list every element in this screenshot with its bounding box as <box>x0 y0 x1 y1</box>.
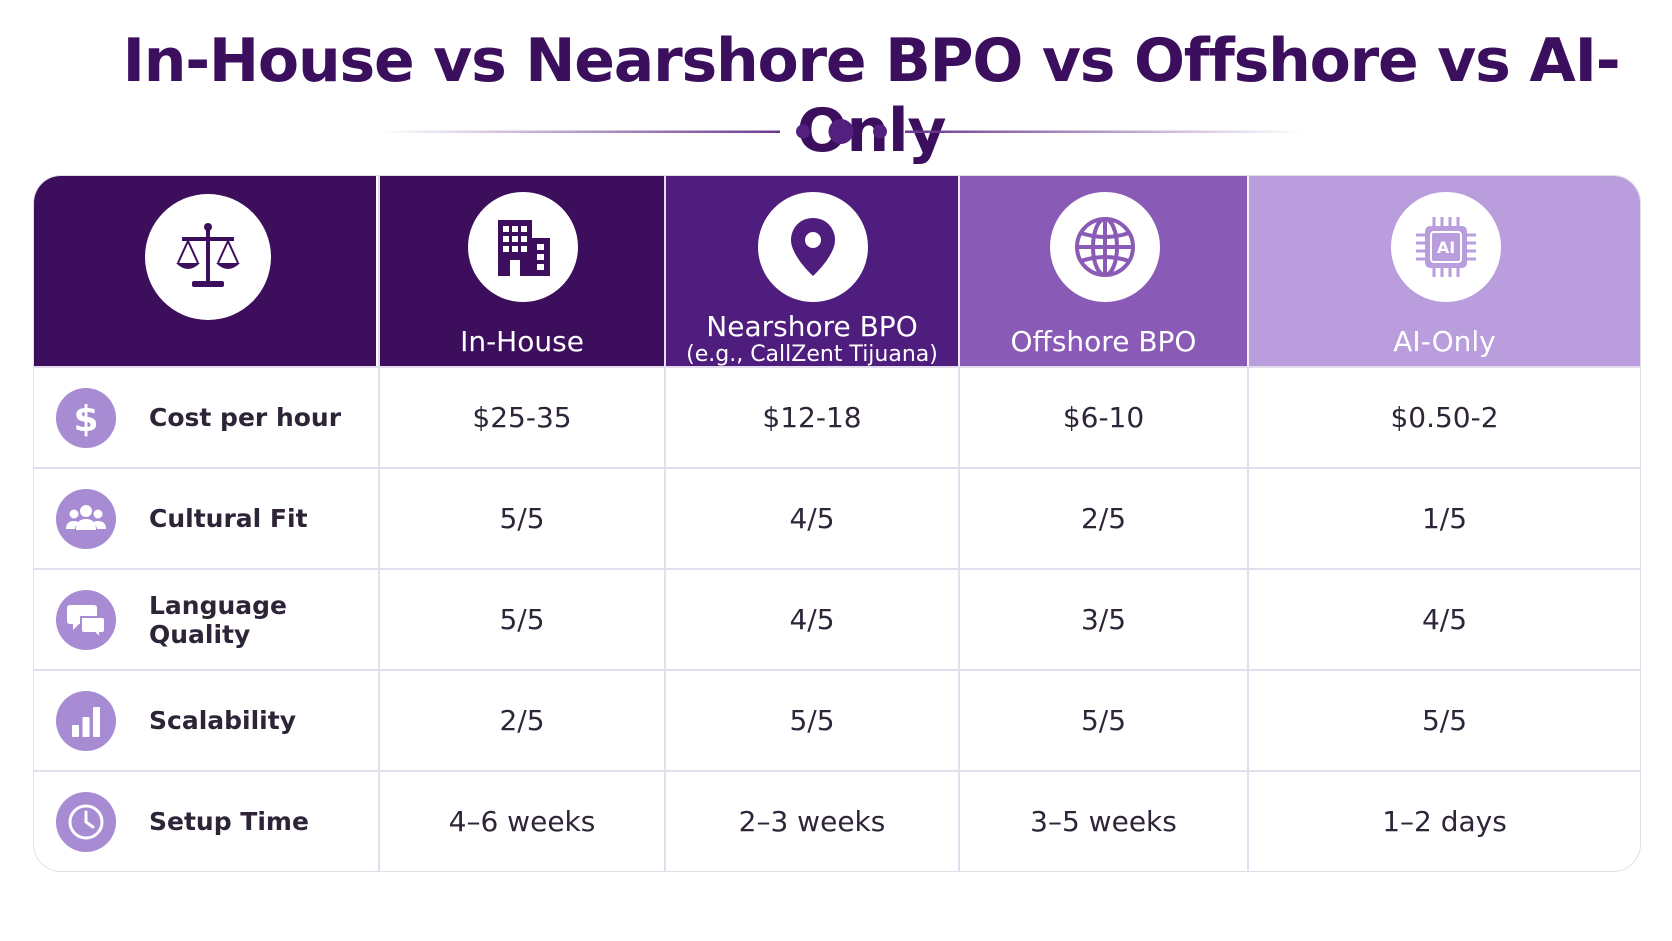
table-cell-value: 5/5 <box>378 469 664 568</box>
table-cell-value: 1–2 days <box>1247 772 1640 871</box>
bar-chart-icon <box>56 690 116 751</box>
svg-text:AI: AI <box>1436 238 1454 257</box>
scales-icon <box>145 194 271 320</box>
table-cell-value: 4/5 <box>664 570 958 669</box>
row-label-cell: Setup Time <box>34 772 378 871</box>
table-cell-value: 5/5 <box>958 671 1247 770</box>
table-cell-value: 3–5 weeks <box>958 772 1247 871</box>
column-header-offshore-bpo: Offshore BPO <box>958 176 1247 366</box>
table-cell-value: 4–6 weeks <box>378 772 664 871</box>
table-cell-value: 5/5 <box>378 570 664 669</box>
table-cell-value: 5/5 <box>1247 671 1640 770</box>
table-cell-value: 2–3 weeks <box>664 772 958 871</box>
row-label-cell: Scalability <box>34 671 378 770</box>
table-row: Setup Time 4–6 weeks 2–3 weeks 3–5 weeks 1–2… <box>34 770 1640 871</box>
table-cell-value: $25-35 <box>378 368 664 467</box>
row-label-cell: Language Quality <box>34 570 378 669</box>
table-cell-value: 4/5 <box>1247 570 1640 669</box>
row-label: Language Quality <box>149 590 288 649</box>
divider-line-right <box>905 130 1305 133</box>
building-icon <box>468 192 578 302</box>
divider-dot <box>828 119 854 144</box>
divider-dot <box>873 124 887 139</box>
title-divider <box>380 119 1305 144</box>
header-corner-cell <box>34 176 378 366</box>
column-header-in-house: In-House <box>378 176 664 366</box>
ai-chip-icon: AI <box>1390 192 1501 302</box>
svg-text:$: $ <box>73 399 98 438</box>
table-row: Cultural Fit 5/5 4/5 2/5 1/5 <box>34 467 1640 568</box>
column-header-nearshore-bpo: Nearshore BPO (e.g., CallZent Tijuana) <box>664 176 958 367</box>
row-label: Cultural Fit <box>149 504 308 533</box>
table-cell-value: $0.50-2 <box>1247 368 1640 467</box>
clock-icon <box>56 791 116 852</box>
column-header-sublabel: (e.g., CallZent Tijuana) <box>686 342 938 367</box>
table-cell-value: 4/5 <box>664 469 958 568</box>
table-row: Scalability 2/5 5/5 5/5 5/5 <box>34 669 1640 770</box>
column-header-label: Offshore BPO <box>1010 325 1197 358</box>
table-cell-value: $6-10 <box>958 368 1247 467</box>
divider-dot <box>796 124 810 139</box>
column-header-label: Nearshore BPO <box>706 310 918 343</box>
people-icon <box>56 488 116 549</box>
chat-bubbles-icon <box>56 589 116 650</box>
table-cell-value: 3/5 <box>958 570 1247 669</box>
location-pin-icon <box>758 192 868 302</box>
globe-icon <box>1049 192 1160 302</box>
table-row: Language Quality 5/5 4/5 3/5 4/5 <box>34 568 1640 669</box>
table-cell-value: 1/5 <box>1247 469 1640 568</box>
column-header-label: AI-Only <box>1393 325 1496 358</box>
dollar-icon: $ <box>56 387 116 448</box>
row-label: Cost per hour <box>149 403 342 432</box>
table-cell-value: 5/5 <box>664 671 958 770</box>
row-label-cell: Cultural Fit <box>34 469 378 568</box>
column-header-label: In-House <box>460 325 584 358</box>
column-header-ai-only: AI AI-Only <box>1247 176 1640 366</box>
table-cell-value: $12-18 <box>664 368 958 467</box>
table-row: $ Cost per hour $25-35 $12-18 $6-10 $0.50-2 <box>34 366 1640 467</box>
divider-line-left <box>380 130 780 133</box>
row-label: Scalability <box>149 706 296 735</box>
table-cell-value: 2/5 <box>378 671 664 770</box>
row-label-cell: $ Cost per hour <box>34 368 378 467</box>
table-cell-value: 2/5 <box>958 469 1247 568</box>
comparison-table: In-House Nearshore BPO (e.g., CallZent Tij… <box>33 175 1641 872</box>
row-label: Setup Time <box>149 807 309 836</box>
